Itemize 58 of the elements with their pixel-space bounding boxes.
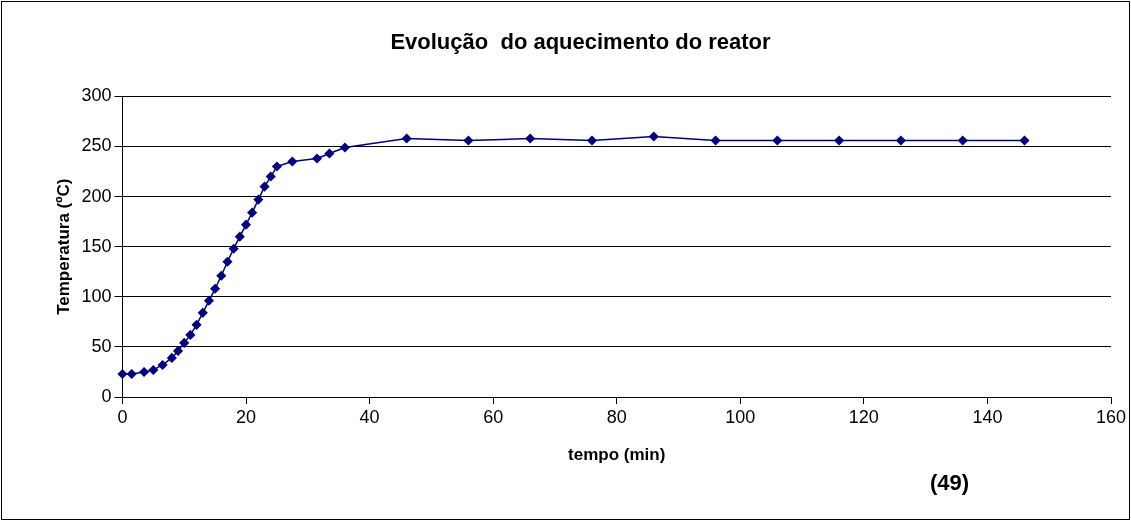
point — [198, 308, 208, 318]
point — [272, 161, 282, 172]
point — [216, 271, 227, 281]
point — [139, 367, 149, 377]
point — [710, 135, 721, 146]
x-tick-label: 140 — [972, 406, 1003, 427]
y-tick-label: 200 — [81, 185, 112, 206]
point — [185, 330, 196, 340]
point — [259, 181, 270, 192]
point — [312, 153, 322, 164]
point — [228, 243, 239, 254]
point — [191, 320, 202, 330]
point — [235, 231, 245, 242]
y-tick-label: 150 — [81, 235, 112, 256]
chart-title: Evolução do aquecimento do reator — [390, 29, 772, 55]
point — [117, 369, 128, 379]
x-tick-label: 20 — [235, 406, 257, 427]
point — [148, 365, 159, 375]
point — [173, 346, 183, 356]
x-tick-label: 160 — [1095, 406, 1127, 427]
point — [210, 284, 220, 294]
x-tick-label: 40 — [359, 406, 380, 427]
point — [324, 148, 335, 159]
point — [463, 135, 474, 146]
point — [401, 133, 412, 144]
y-tick-label: 300 — [81, 85, 112, 106]
point — [241, 219, 251, 230]
point — [772, 135, 783, 146]
point — [340, 142, 350, 153]
x-tick-label: 60 — [483, 406, 504, 427]
point — [525, 133, 535, 144]
point — [957, 135, 968, 146]
point — [222, 256, 233, 267]
x-axis-title: tempo (min) — [568, 445, 666, 465]
x-tick-label: 100 — [725, 406, 756, 427]
y-tick-label: 0 — [101, 385, 112, 406]
y-tick-label: 50 — [91, 335, 112, 356]
point — [157, 360, 168, 370]
y-tick-label: 250 — [81, 135, 112, 156]
point — [649, 131, 659, 142]
y-axis-title: Temperatura (ºC) — [53, 178, 73, 315]
point — [204, 296, 214, 306]
x-tick-label: 120 — [848, 406, 879, 427]
point — [179, 338, 189, 348]
text: (49) — [930, 470, 970, 496]
point — [247, 207, 257, 218]
y-tick-label: 100 — [81, 285, 112, 306]
point — [1019, 135, 1030, 146]
point — [265, 171, 276, 182]
point — [253, 194, 264, 205]
point — [587, 135, 597, 146]
point — [896, 135, 906, 146]
point — [167, 353, 177, 363]
x-tick-label: 0 — [117, 406, 128, 427]
x-tick-label: 80 — [606, 406, 627, 427]
point — [126, 369, 137, 379]
point — [834, 135, 844, 146]
point — [287, 156, 298, 167]
